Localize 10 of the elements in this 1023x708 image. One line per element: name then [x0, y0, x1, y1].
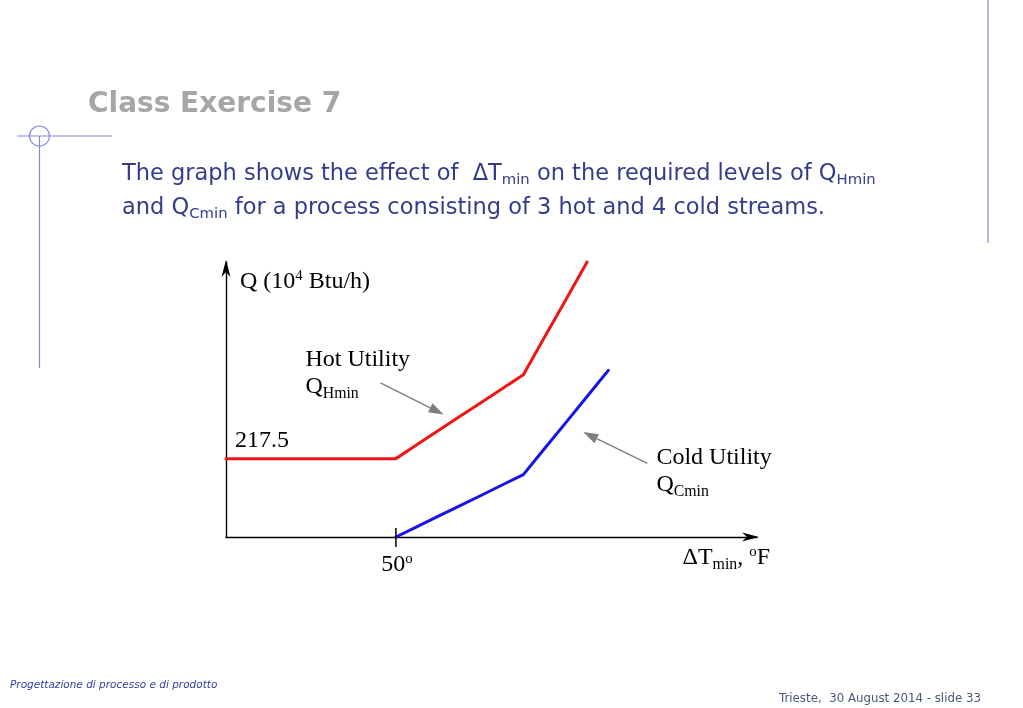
text: The graph shows the effect of ΔT$_{min}$ on the required levels of Q$_{Hmin}$ and Q$_{Cmin}$ for a process consisting of 3 hot and 4 cold streams. [122, 159, 876, 223]
text: Trieste, 30 August 2014 - slide 33 [779, 691, 981, 706]
annotation: Cold Utility Q$_{Cmin}$ [656, 443, 773, 500]
chart-title: Class Exercise 7 [88, 86, 342, 120]
y-axis-title: Q (10$^{4}$ Btu/h) [240, 266, 371, 294]
annotation: 50$^{o}$ [381, 549, 413, 577]
text: Progettazione di processo e di prodotto [10, 677, 218, 692]
annotation: Hot Utility Q$_{Hmin}$ [305, 344, 412, 401]
x-axis-title: ΔT$_{min}$, $^{o}$F [682, 542, 770, 572]
annotation: 217.5 [235, 425, 289, 453]
